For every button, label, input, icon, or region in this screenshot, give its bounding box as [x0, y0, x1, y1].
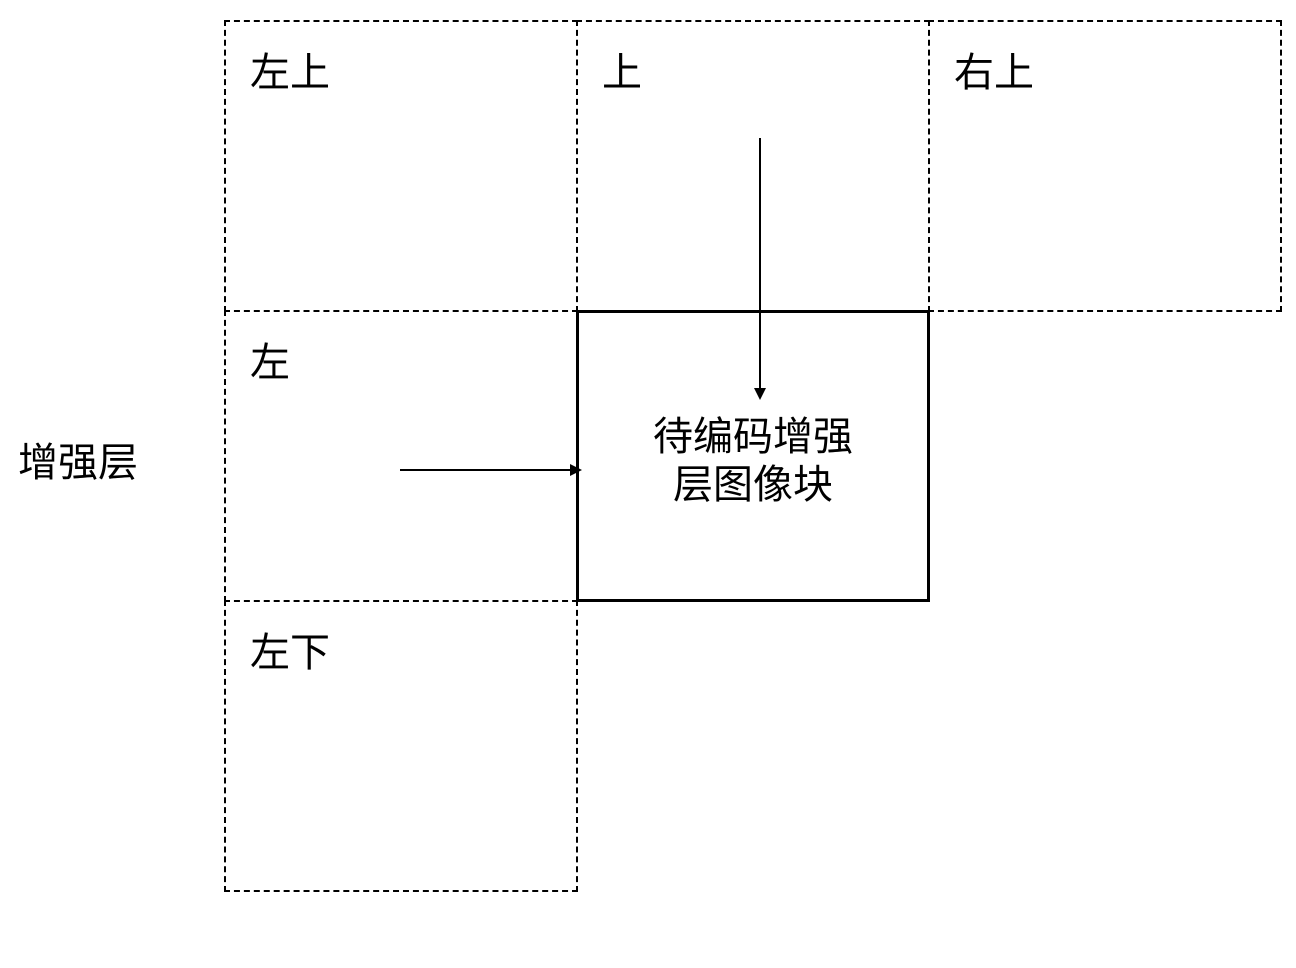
- center-text-line1: 待编码增强: [653, 414, 853, 459]
- label-bottom-left: 左下: [250, 620, 330, 678]
- label-top: 上: [602, 40, 642, 98]
- diagram-container: 增强层 左上 上 右上 左 待编码增强 层图像块 左下: [0, 0, 1296, 968]
- arrow-down-head-icon: [754, 388, 766, 400]
- cell-left: 左: [224, 310, 578, 602]
- cell-top-right: 右上: [928, 20, 1282, 312]
- cell-top: 上: [576, 20, 930, 312]
- arrow-down-line: [759, 138, 761, 388]
- label-top-left: 左上: [250, 40, 330, 98]
- arrow-right-line: [400, 469, 570, 471]
- arrow-right-head-icon: [570, 464, 582, 476]
- cell-center: 待编码增强 层图像块: [576, 310, 930, 602]
- side-label-enhancement-layer: 增强层: [18, 430, 138, 488]
- center-text-line2: 层图像块: [673, 462, 833, 507]
- cell-top-left: 左上: [224, 20, 578, 312]
- cell-bottom-left: 左下: [224, 600, 578, 892]
- label-left: 左: [250, 330, 290, 388]
- label-center: 待编码增强 层图像块: [579, 413, 927, 509]
- label-top-right: 右上: [954, 40, 1034, 98]
